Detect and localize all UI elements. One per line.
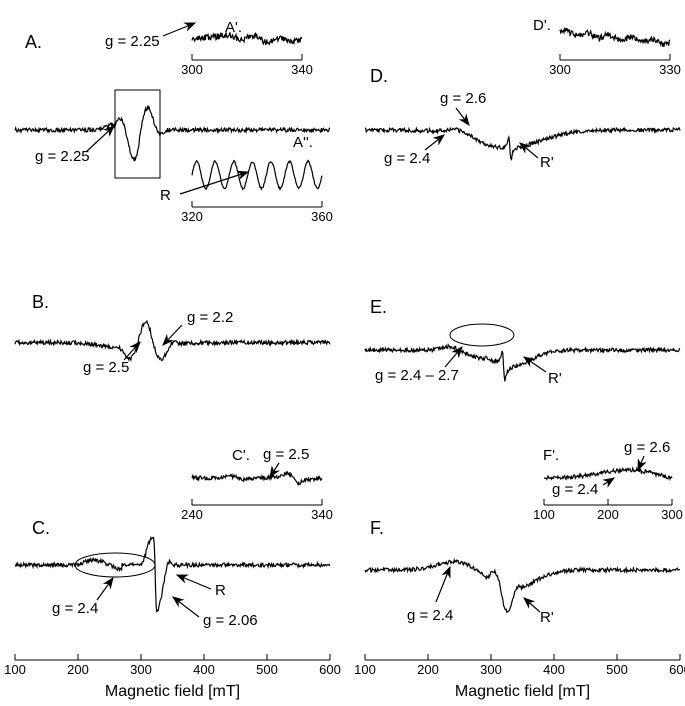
- axis-title: Magnetic field [mT]: [455, 683, 590, 700]
- panel-label: A.: [25, 32, 42, 52]
- spectrum-line: [192, 472, 322, 485]
- annotation-label: R': [540, 154, 554, 171]
- axis-tick-label: 200: [597, 507, 619, 522]
- inset-label: C'.: [232, 447, 250, 464]
- axis-tick-label: 330: [659, 62, 681, 77]
- annotation-label: g = 2.25: [35, 148, 90, 165]
- annotation-arrow: [163, 23, 195, 36]
- x-axis: 100 200 300 400 500 600 Magnetic field [mT]: [4, 654, 341, 700]
- axis-tick-label: 240: [181, 507, 203, 522]
- annotation-arrow: [436, 567, 450, 602]
- x-axis: 240 340: [181, 499, 333, 522]
- annotation-label: g = 2.4: [52, 600, 98, 617]
- axis-tick-label: 500: [606, 662, 628, 677]
- axis-tick-label: 500: [256, 662, 278, 677]
- panel-label: D.: [370, 66, 388, 86]
- axis-tick-label: 300: [130, 662, 152, 677]
- inset-label: D'.: [533, 17, 551, 34]
- annotation-arrow: [97, 578, 113, 600]
- spectrum-line: [544, 468, 672, 479]
- x-axis: 100 200 300 400 500 600 Magnetic field [mT]: [354, 654, 685, 700]
- inset-label: A'.: [225, 19, 242, 36]
- spectrum-line: [15, 321, 330, 360]
- annotation-arrow: [603, 478, 614, 485]
- spectrum-line: [192, 32, 302, 45]
- annotation-arrow: [638, 456, 644, 470]
- annotation-label: g = 2.6: [440, 90, 486, 107]
- panel-label: E.: [370, 297, 387, 317]
- annotation-arrow: [524, 598, 540, 612]
- panel-label: F.: [370, 518, 384, 538]
- annotation-label: R: [160, 187, 171, 204]
- zoom-box: [115, 90, 160, 178]
- annotation-label: R: [215, 582, 226, 599]
- axis-tick-label: 100: [533, 507, 555, 522]
- annotation-label: g = 2.5: [83, 359, 129, 376]
- spectrum-line: [560, 28, 670, 47]
- axis-tick-label: 100: [4, 662, 26, 677]
- highlight-ellipse: [450, 324, 514, 346]
- axis-tick-label: 340: [311, 507, 333, 522]
- annotation-arrow: [173, 597, 199, 617]
- axis-tick-label: 100: [354, 662, 376, 677]
- annotation-arrow: [456, 108, 469, 125]
- axis-tick-label: 320: [181, 209, 203, 224]
- annotation-label: g = 2.4: [384, 150, 430, 167]
- axis-tick-label: 300: [549, 62, 571, 77]
- annotation-label: g = 2.4 – 2.7: [375, 367, 459, 384]
- annotation-arrow: [270, 463, 279, 477]
- annotation-label: g = 2.25: [105, 33, 160, 50]
- annotation-label: g = 2.2: [187, 309, 233, 326]
- axis-tick-label: 400: [543, 662, 565, 677]
- annotation-arrow: [425, 135, 444, 150]
- x-axis: 300 340: [181, 54, 313, 77]
- inset-label: F'.: [543, 447, 559, 464]
- axis-tick-label: 400: [193, 662, 215, 677]
- axis-tick-label: 200: [67, 662, 89, 677]
- panel-label: B.: [32, 292, 49, 312]
- axis-tick-label: 600: [669, 662, 685, 677]
- axis-tick-label: 300: [480, 662, 502, 677]
- annotation-label: g = 2.6: [624, 439, 670, 456]
- annotation-arrow: [124, 342, 140, 360]
- annotation-label: g = 2.4: [552, 481, 598, 498]
- annotation-label: g = 2.4: [407, 607, 453, 624]
- axis-tick-label: 300: [181, 62, 203, 77]
- axis-tick-label: 600: [319, 662, 341, 677]
- x-axis: 100 200 300: [533, 499, 683, 522]
- x-axis: 320 360: [181, 201, 333, 224]
- annotation-arrow: [180, 172, 248, 194]
- annotation-label: R': [540, 609, 554, 626]
- axis-tick-label: 340: [291, 62, 313, 77]
- annotation-label: R': [548, 370, 562, 387]
- annotation-arrow: [445, 347, 462, 367]
- spectrum-line: [192, 161, 322, 190]
- annotation-arrow: [177, 575, 211, 589]
- annotation-label: g = 2.5: [263, 446, 309, 463]
- spectrum-line: [365, 560, 680, 612]
- inset-label: A''.: [293, 134, 313, 151]
- axis-tick-label: 300: [661, 507, 683, 522]
- panel-label: C.: [32, 518, 50, 538]
- annotation-label: g = 2.06: [203, 612, 258, 629]
- axis-tick-label: 200: [417, 662, 439, 677]
- axis-tick-label: 360: [311, 209, 333, 224]
- x-axis: 300 330: [549, 54, 681, 77]
- highlight-ellipse: [75, 553, 155, 577]
- axis-title: Magnetic field [mT]: [105, 683, 240, 700]
